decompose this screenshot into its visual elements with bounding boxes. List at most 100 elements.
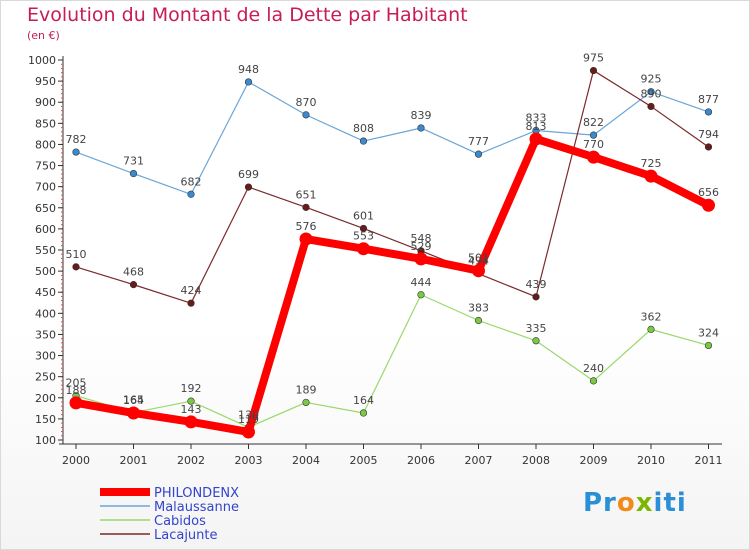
data-label: 975: [583, 52, 604, 65]
data-point: [302, 111, 310, 119]
data-label: 725: [641, 157, 662, 170]
data-label: 833: [526, 112, 547, 125]
y-tick-label: 900: [35, 96, 56, 109]
data-point: [187, 397, 195, 405]
data-label: 164: [353, 394, 374, 407]
data-point: [472, 264, 485, 278]
y-tick-label: 200: [35, 392, 56, 405]
data-point: [69, 396, 83, 410]
legend-label: PHILONDENX: [154, 486, 239, 501]
x-tick-label: 2001: [120, 454, 148, 467]
data-point: [299, 232, 313, 246]
data-point: [532, 293, 540, 301]
data-point: [129, 281, 138, 289]
data-point: [184, 415, 198, 429]
data-point: [702, 198, 715, 212]
data-label: 822: [583, 116, 604, 129]
data-point: [704, 341, 713, 350]
data-point: [647, 325, 655, 333]
data-label: 839: [411, 109, 432, 122]
proxiti-logo: Proxiti: [583, 488, 687, 518]
data-label: 468: [123, 266, 144, 279]
legend-label: Cabidos: [154, 514, 206, 529]
y-tick-label: 600: [35, 223, 56, 236]
data-label: 948: [238, 63, 259, 76]
data-label: 682: [181, 175, 202, 188]
y-tick-label: 950: [35, 75, 56, 88]
y-tick-label: 100: [35, 434, 56, 447]
data-label: 130: [238, 408, 259, 421]
data-point: [357, 242, 370, 256]
data-label: 794: [698, 128, 719, 141]
data-point: [532, 337, 540, 345]
data-point: [644, 169, 658, 183]
data-point: [414, 252, 428, 266]
y-tick-label: 300: [35, 350, 56, 363]
data-point: [187, 299, 195, 307]
data-label: 362: [641, 310, 662, 323]
data-point: [704, 108, 713, 116]
data-label: 651: [296, 188, 317, 201]
data-point: [244, 183, 253, 191]
data-point: [647, 88, 655, 96]
data-label: 553: [353, 230, 374, 243]
y-tick-label: 350: [35, 328, 56, 341]
data-point: [359, 137, 368, 145]
data-label: 601: [353, 209, 374, 222]
data-label: 494: [468, 255, 489, 268]
data-label: 925: [641, 73, 662, 86]
data-label: 444: [411, 276, 432, 289]
data-label: 501: [468, 252, 489, 265]
data-label: 731: [123, 155, 144, 168]
x-tick-label: 2011: [695, 454, 723, 467]
data-label: 165: [123, 394, 144, 407]
data-point: [589, 377, 598, 385]
data-label: 808: [353, 122, 374, 135]
series-line-cabidos: [75, 294, 710, 428]
data-label: 439: [526, 278, 547, 291]
data-label: 119: [238, 413, 259, 426]
data-point: [72, 148, 80, 156]
y-tick-label: 700: [35, 181, 56, 194]
data-point: [187, 190, 195, 198]
x-tick-label: 2007: [465, 454, 493, 467]
data-point: [302, 203, 310, 211]
data-point: [242, 425, 255, 439]
y-tick-label: 800: [35, 138, 56, 151]
data-point: [589, 66, 598, 75]
data-label: 777: [468, 135, 489, 148]
x-tick-label: 2003: [235, 454, 263, 467]
data-label: 548: [411, 232, 432, 245]
y-tick-label: 750: [35, 160, 56, 173]
data-point: [359, 409, 368, 417]
data-point: [244, 78, 253, 86]
data-label: 529: [411, 240, 432, 253]
data-label: 770: [583, 138, 604, 151]
data-label: 699: [238, 168, 259, 181]
logo-part-3: x: [635, 488, 654, 518]
data-label: 164: [123, 394, 144, 407]
data-label: 782: [66, 133, 87, 146]
data-label: 143: [181, 403, 202, 416]
data-label: 188: [66, 384, 87, 397]
data-label: 324: [698, 326, 719, 339]
data-point: [704, 143, 713, 151]
legend-label: Lacajunte: [154, 528, 218, 543]
data-point: [589, 131, 598, 139]
x-tick-label: 2009: [580, 454, 608, 467]
data-label: 510: [66, 248, 87, 261]
x-tick-label: 2002: [177, 454, 205, 467]
data-label: 576: [296, 220, 317, 233]
x-tick-label: 2006: [407, 454, 435, 467]
data-point: [417, 124, 425, 132]
data-point: [529, 132, 543, 146]
data-label: 870: [296, 96, 317, 109]
y-tick-label: 550: [35, 244, 56, 257]
x-tick-label: 2008: [522, 454, 550, 467]
y-tick-label: 150: [35, 413, 56, 426]
data-point: [417, 291, 425, 299]
data-point: [127, 406, 140, 420]
x-tick-label: 2005: [350, 454, 378, 467]
